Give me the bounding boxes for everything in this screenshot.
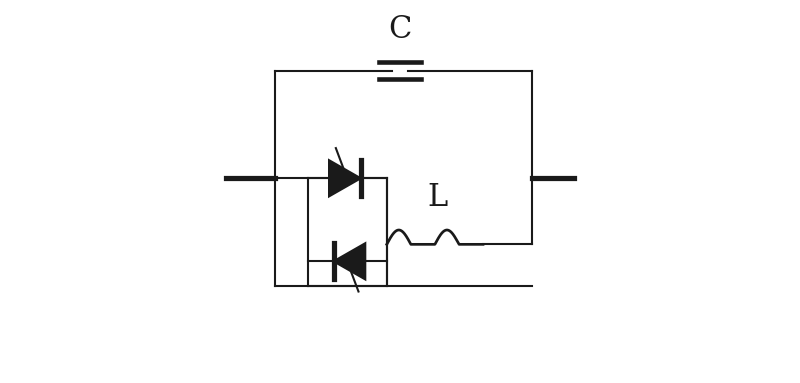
Polygon shape [329, 160, 361, 196]
Polygon shape [334, 243, 366, 280]
Text: C: C [388, 14, 412, 45]
Bar [307, 178, 386, 286]
Text: L: L [428, 182, 448, 213]
